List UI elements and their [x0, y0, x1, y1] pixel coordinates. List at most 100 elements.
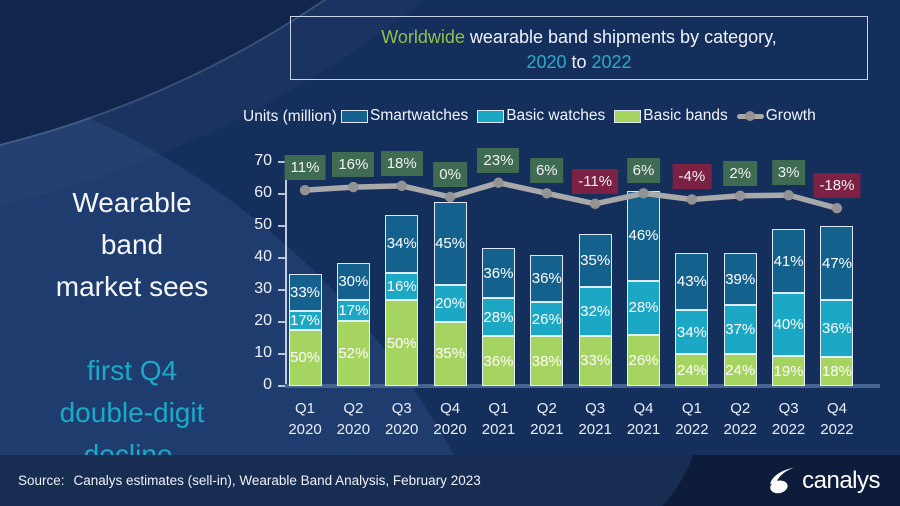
- bar-segment: 28%: [627, 280, 661, 336]
- stacked-bar: 30% 17% 52%: [336, 262, 370, 386]
- growth-badge: -4%: [672, 164, 712, 190]
- legend-item-basic-bands: Basic bands: [614, 107, 728, 125]
- x-label-year: 2020: [288, 421, 322, 438]
- y-axis-tick: [278, 385, 285, 387]
- y-axis-tick-label: 0: [263, 376, 272, 393]
- x-axis-label: Q2 2021: [522, 398, 572, 440]
- bar-segment: 32%: [578, 287, 612, 336]
- bar-segment: 36%: [481, 248, 515, 298]
- growth-marker: [783, 189, 794, 201]
- bar-segment-label: 36%: [821, 320, 852, 338]
- title-year-start: 2020: [526, 52, 567, 72]
- headline-white-text: Wearable band market sees: [55, 187, 209, 302]
- x-axis: [285, 384, 880, 388]
- growth-badge: 2%: [723, 160, 758, 186]
- bar-segment: 50%: [288, 329, 322, 386]
- title-year-end: 2022: [591, 52, 632, 72]
- x-label-quarter: Q4: [826, 400, 847, 417]
- bar-segment-label: 24%: [725, 361, 756, 379]
- bar-segment: 34%: [385, 214, 419, 273]
- x-label-year: 2021: [626, 421, 661, 438]
- x-label-year: 2021: [578, 421, 612, 438]
- x-axis-label: Q3 2021: [570, 398, 620, 440]
- x-axis-label: Q4 2021: [619, 398, 669, 440]
- y-axis-tick-label: 20: [254, 312, 272, 329]
- stacked-bar: 33% 17% 50%: [288, 274, 322, 386]
- y-axis-tick-label: 10: [254, 344, 272, 361]
- title-rest: wearable band shipments by category,: [464, 27, 777, 47]
- bar-segment-label: 43%: [676, 272, 707, 290]
- bar-segment: 20%: [433, 284, 467, 322]
- x-axis-label: Q2 2020: [328, 398, 378, 440]
- bar-segment-label: 46%: [628, 227, 659, 245]
- y-axis-tick: [278, 225, 285, 227]
- y-axis-tick: [278, 353, 285, 355]
- y-axis-tick: [278, 321, 285, 323]
- x-label-quarter: Q1: [294, 400, 315, 417]
- bar-segment-label: 39%: [725, 270, 756, 288]
- basic-watches-swatch-icon: [477, 109, 505, 123]
- y-axis-tick: [278, 161, 285, 163]
- growth-badge: 6%: [626, 158, 661, 184]
- canalys-logo-icon: [770, 467, 794, 493]
- bar-segment-label: 34%: [676, 323, 707, 341]
- bar-segment: 50%: [385, 300, 419, 386]
- smartwatches-swatch-icon: [341, 109, 368, 123]
- x-label-quarter: Q3: [391, 400, 412, 417]
- bar-segment-label: 37%: [725, 321, 756, 339]
- legend-label: Basic watches: [506, 107, 606, 124]
- bar-segment-label: 16%: [386, 278, 417, 296]
- x-label-year: 2021: [481, 421, 516, 438]
- legend: Smartwatches Basic watches Basic bands G…: [341, 107, 816, 125]
- x-label-year: 2020: [433, 421, 467, 438]
- stacked-bar: 39% 37% 24%: [723, 253, 757, 386]
- title-to: to: [566, 52, 592, 72]
- bar-segment-label: 40%: [773, 316, 804, 334]
- x-label-year: 2021: [530, 421, 564, 438]
- bar-segment-label: 24%: [676, 361, 707, 379]
- growth-marker: [686, 194, 698, 205]
- chart-title-line1: Worldwide wearable band shipments by cat…: [291, 25, 867, 50]
- x-label-quarter: Q4: [440, 400, 461, 417]
- y-axis-tick: [278, 257, 285, 259]
- x-axis-label: Q3 2022: [764, 398, 814, 440]
- legend-label: Growth: [765, 107, 816, 124]
- y-axis-units-label: Units (million): [243, 108, 337, 125]
- title-highlight: Worldwide: [381, 27, 465, 47]
- headline: Wearable band market sees first Q4 doubl…: [4, 140, 260, 506]
- bar-segment-label: 33%: [580, 352, 611, 370]
- growth-marker: [299, 184, 311, 196]
- bar-segment: 18%: [820, 357, 854, 386]
- legend-item-basic-watches: Basic watches: [477, 107, 605, 125]
- bar-segment: 37%: [723, 304, 757, 355]
- bar-segment: 16%: [385, 273, 419, 301]
- growth-marker: [396, 180, 407, 192]
- growth-badge: -18%: [813, 173, 861, 199]
- bar-segment: 41%: [772, 229, 806, 294]
- growth-badge: -11%: [572, 168, 619, 194]
- bar-segment: 19%: [772, 356, 806, 386]
- x-label-year: 2022: [771, 421, 806, 438]
- stacked-bar: 41% 40% 19%: [772, 229, 806, 386]
- stacked-bar: 45% 20% 35%: [433, 202, 467, 386]
- x-label-quarter: Q4: [633, 400, 654, 417]
- bar-segment-label: 36%: [531, 269, 562, 287]
- bar-segment: 17%: [288, 310, 322, 330]
- bar-segment: 30%: [336, 262, 370, 301]
- x-axis-label: Q2 2022: [715, 398, 765, 440]
- stacked-bar: 43% 34% 24%: [675, 253, 709, 386]
- bar-segment: 26%: [530, 302, 564, 337]
- growth-marker: [831, 202, 843, 214]
- legend-item-growth: Growth: [736, 107, 816, 125]
- canalys-logo-text: canalys: [802, 466, 880, 494]
- bar-segment: 52%: [336, 321, 370, 386]
- bar-segment-label: 19%: [773, 362, 804, 380]
- bar-segment: 35%: [578, 234, 612, 288]
- bar-segment-label: 45%: [435, 234, 466, 252]
- bar-segment-label: 32%: [580, 303, 611, 320]
- x-label-quarter: Q1: [681, 400, 702, 417]
- x-axis-label: Q4 2022: [812, 398, 862, 440]
- y-axis-tick-label: 60: [254, 184, 272, 201]
- bar-segment-label: 35%: [580, 252, 611, 270]
- bar-segment-label: 17%: [338, 302, 369, 320]
